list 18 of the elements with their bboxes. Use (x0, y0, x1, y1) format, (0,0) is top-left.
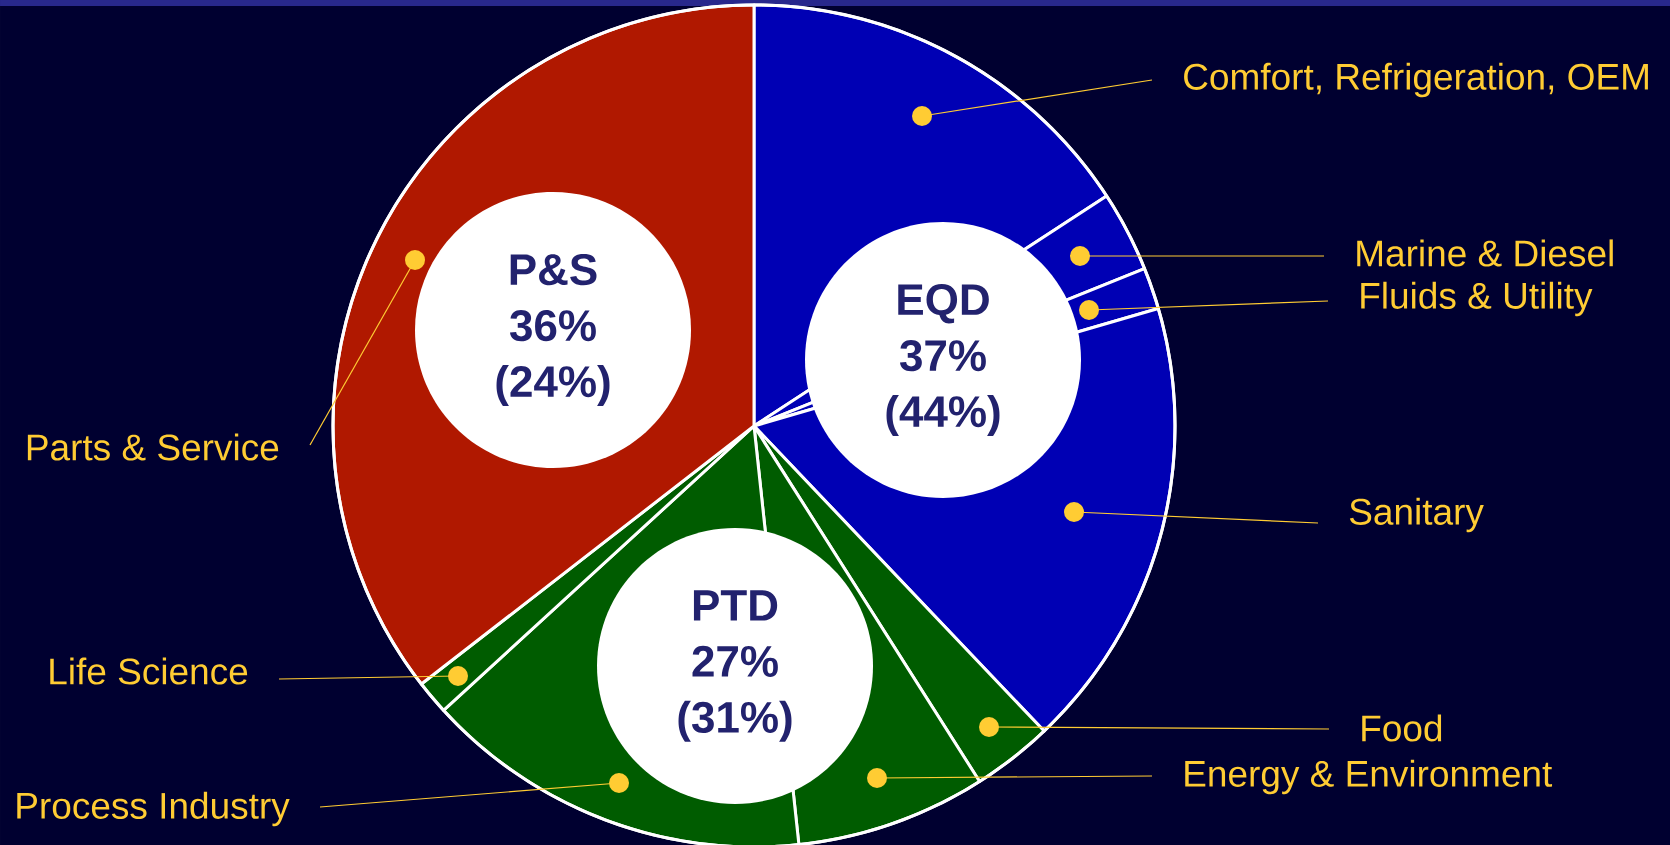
slice-label: Sanitary (1349, 497, 1484, 533)
slice-label: Marine & Diesel (1357, 239, 1613, 267)
text: 27% (692, 645, 778, 677)
slice-label: Life Science (50, 657, 248, 685)
text: 36% (509, 310, 596, 342)
text: EQD (898, 284, 989, 324)
slice-label: Comfort, Refrigeration, OEM (1184, 62, 1648, 98)
text: (31%) (678, 700, 792, 742)
text: P&S (510, 254, 597, 286)
slice-label: Energy & Environment (1185, 759, 1553, 795)
text: (44%) (886, 394, 1000, 436)
slice-label: Fluids & Utility (1361, 281, 1593, 317)
text: 37% (899, 340, 986, 372)
slice-label: Process Industry (17, 791, 290, 827)
text: PTD (693, 590, 778, 621)
slice-label: Food (1362, 714, 1442, 742)
text: (24%) (496, 364, 610, 406)
slice-label: Parts & Service (27, 433, 279, 461)
